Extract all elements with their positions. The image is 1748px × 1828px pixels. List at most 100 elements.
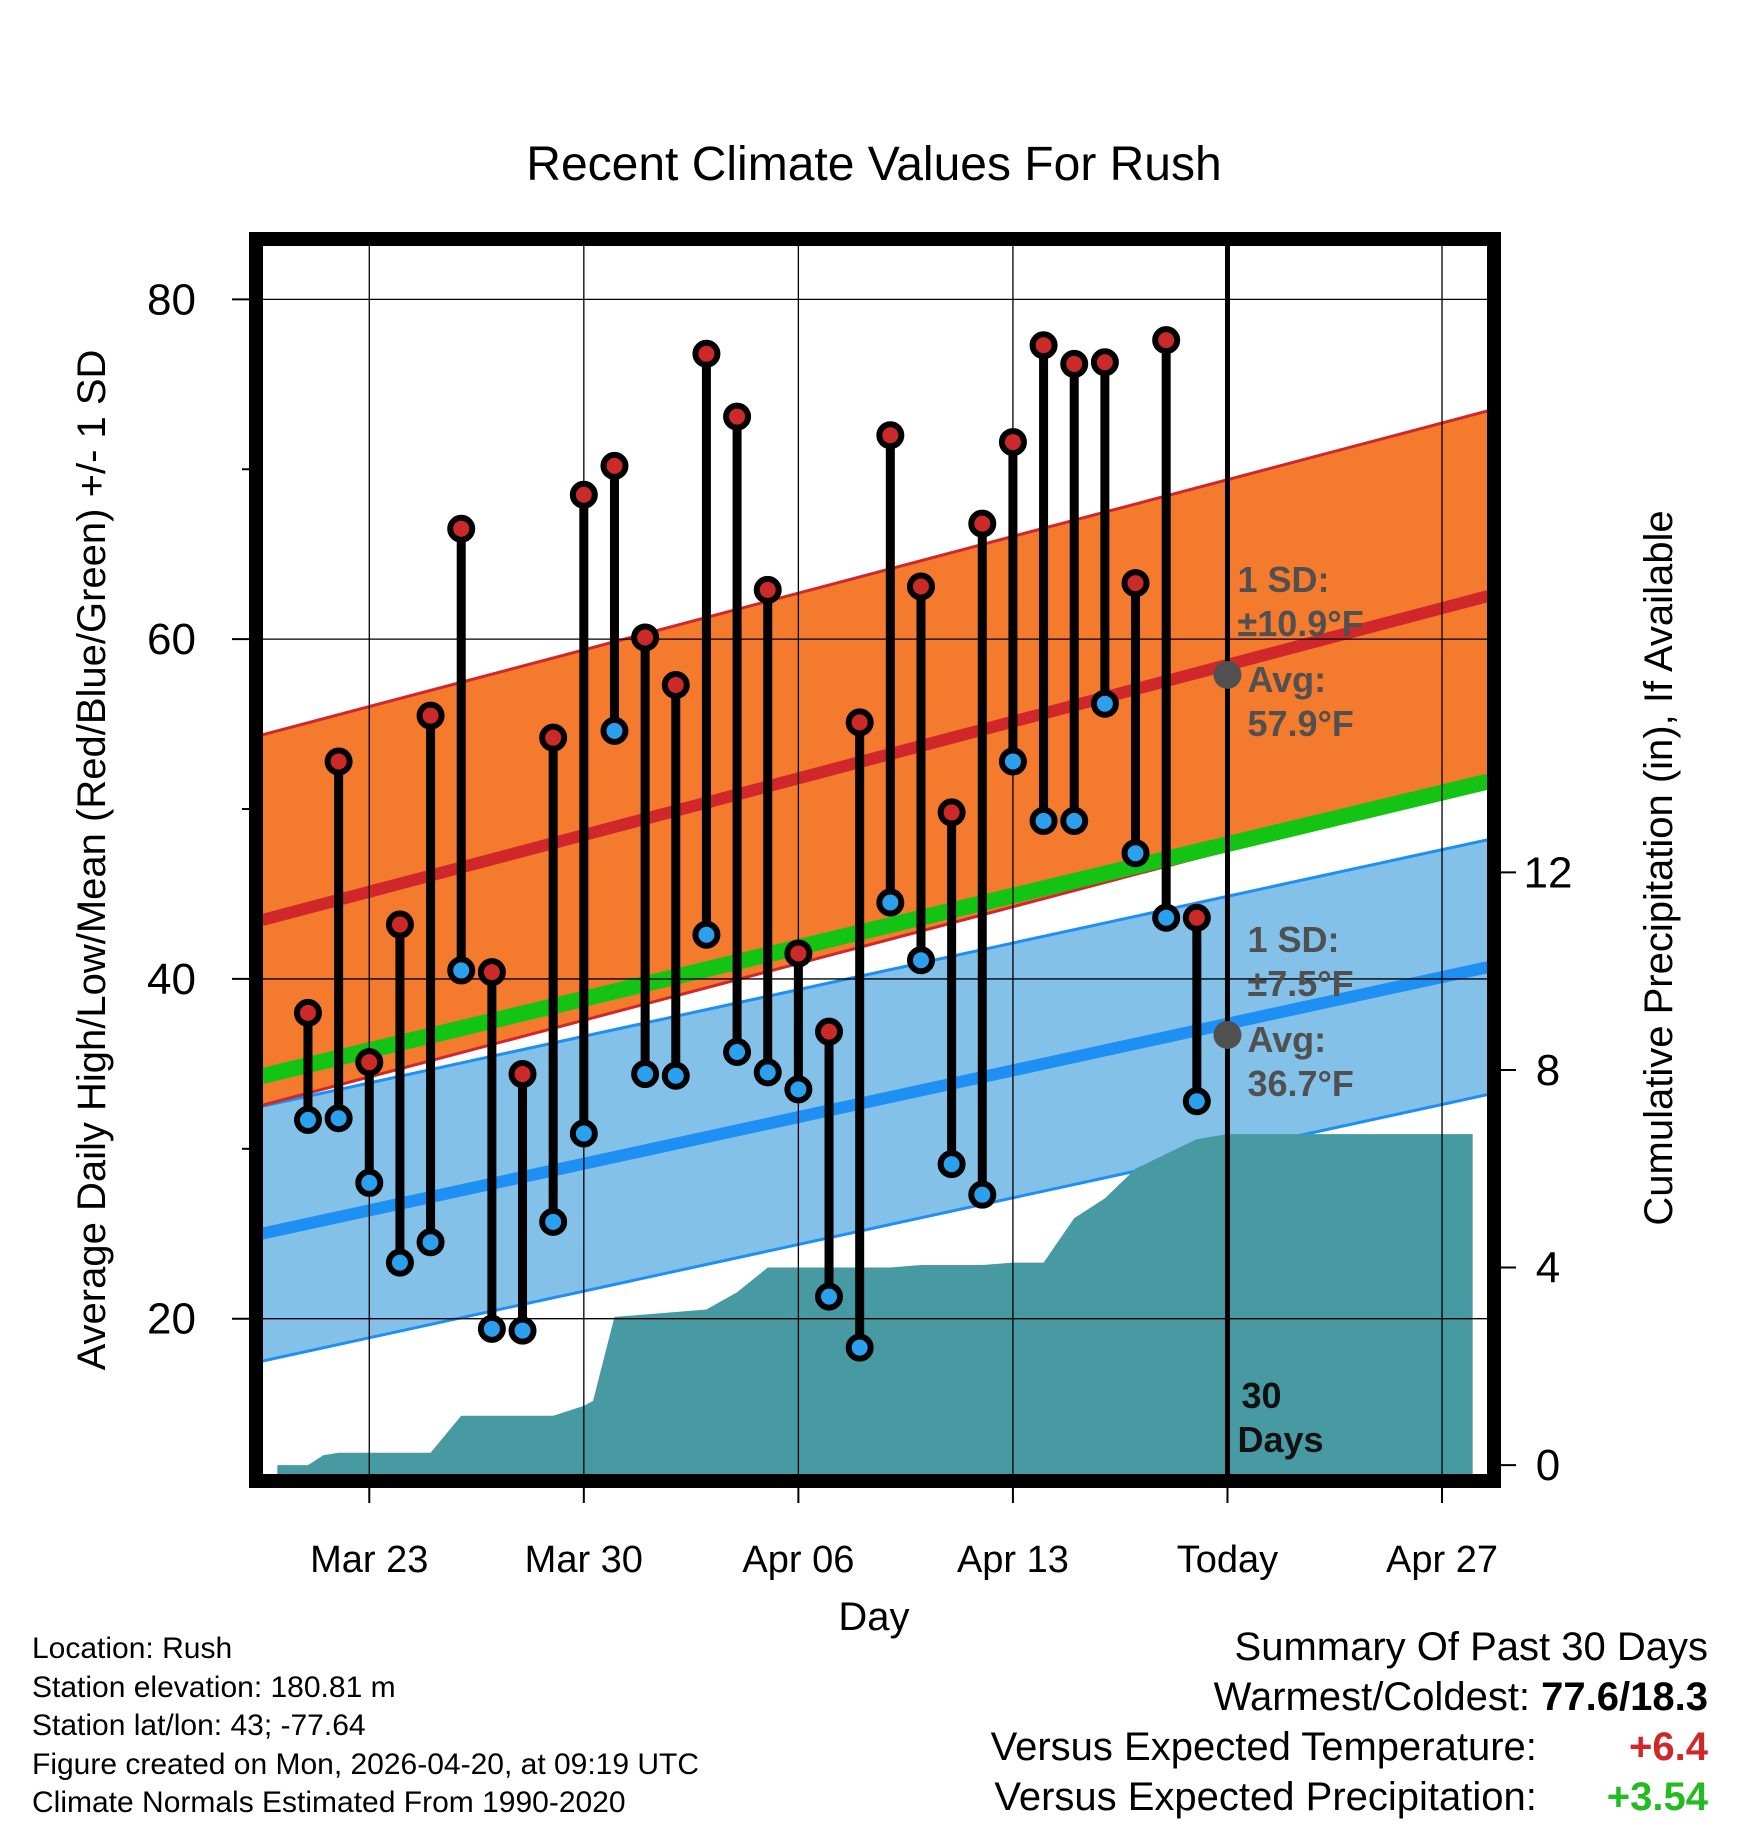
low-point-11 bbox=[600, 716, 629, 745]
low-point-27 bbox=[1090, 689, 1119, 718]
high-point-4 bbox=[385, 910, 414, 939]
low-avg-value: 36.7°F bbox=[1247, 1063, 1353, 1104]
days-word-label: Days bbox=[1237, 1419, 1323, 1460]
high-sd-value: ±10.9°F bbox=[1237, 603, 1363, 644]
low-point-16 bbox=[753, 1058, 782, 1087]
precip-label: Versus Expected Precipitation: bbox=[994, 1775, 1537, 1819]
x-axis-label: Day bbox=[838, 1595, 909, 1639]
low-point-20 bbox=[876, 888, 905, 917]
summary-warm-cold: Warmest/Coldest: 77.6/18.3 bbox=[991, 1672, 1708, 1722]
low-point-23 bbox=[968, 1180, 997, 1209]
high-point-20 bbox=[876, 421, 905, 450]
high-point-29 bbox=[1152, 326, 1181, 355]
y2-tick-label-0: 0 bbox=[1536, 1441, 1560, 1490]
high-point-10 bbox=[569, 480, 598, 509]
y-tick-label-2: 60 bbox=[147, 615, 196, 664]
low-point-30 bbox=[1182, 1087, 1211, 1116]
high-avg-marker bbox=[1213, 660, 1242, 689]
low-point-14 bbox=[692, 920, 721, 949]
low-point-28 bbox=[1121, 839, 1150, 868]
x-tick-label-3: Apr 13 bbox=[957, 1539, 1069, 1581]
high-point-22 bbox=[937, 798, 966, 827]
high-point-8 bbox=[508, 1060, 537, 1089]
low-point-8 bbox=[508, 1316, 537, 1345]
high-point-26 bbox=[1060, 349, 1089, 378]
high-point-3 bbox=[355, 1048, 384, 1077]
low-point-2 bbox=[324, 1104, 353, 1133]
summary-title: Summary Of Past 30 Days bbox=[1234, 1625, 1708, 1669]
low-point-4 bbox=[385, 1248, 414, 1277]
low-sd-label: 1 SD: bbox=[1247, 919, 1339, 960]
y-tick-label-1: 40 bbox=[147, 955, 196, 1004]
low-point-12 bbox=[631, 1060, 660, 1089]
low-point-17 bbox=[784, 1075, 813, 1104]
high-point-13 bbox=[661, 671, 690, 700]
low-point-29 bbox=[1152, 903, 1181, 932]
high-point-23 bbox=[968, 509, 997, 538]
precip-area bbox=[277, 1134, 1473, 1475]
x-tick-label-0: Mar 23 bbox=[310, 1539, 428, 1581]
temp-label: Versus Expected Temperature: bbox=[990, 1725, 1537, 1769]
high-point-17 bbox=[784, 939, 813, 968]
chart-title: Recent Climate Values For Rush bbox=[526, 138, 1221, 191]
high-point-21 bbox=[906, 572, 935, 601]
y2-tick-label-2: 8 bbox=[1536, 1046, 1560, 1095]
y2-axis-label: Cumulative Precipitation (in), If Availa… bbox=[1637, 510, 1681, 1225]
x-tick-label-1: Mar 30 bbox=[525, 1539, 643, 1581]
high-point-25 bbox=[1029, 331, 1058, 360]
precip-value: +3.54 bbox=[1606, 1775, 1708, 1819]
x-tick-label-4: Today bbox=[1177, 1539, 1278, 1581]
high-point-30 bbox=[1182, 903, 1211, 932]
high-avg-value: 57.9°F bbox=[1247, 703, 1353, 744]
low-point-25 bbox=[1029, 806, 1058, 835]
high-point-16 bbox=[753, 575, 782, 604]
station-info: Location: Rush Station elevation: 180.81… bbox=[32, 1630, 699, 1823]
high-point-7 bbox=[477, 958, 506, 987]
warm-cold-value: 77.6/18.3 bbox=[1541, 1675, 1708, 1719]
high-point-27 bbox=[1090, 348, 1119, 377]
high-point-15 bbox=[723, 402, 752, 431]
low-avg-label: Avg: bbox=[1247, 1019, 1326, 1060]
high-point-14 bbox=[692, 339, 721, 368]
low-point-15 bbox=[723, 1037, 752, 1066]
low-point-6 bbox=[447, 956, 476, 985]
low-point-24 bbox=[998, 747, 1027, 776]
low-point-1 bbox=[293, 1105, 322, 1134]
y2-tick-label-3: 12 bbox=[1524, 848, 1573, 897]
normal-high-line bbox=[262, 590, 1488, 926]
low-avg-marker bbox=[1213, 1020, 1242, 1049]
summary-panel: Summary Of Past 30 Days Warmest/Coldest:… bbox=[991, 1622, 1708, 1822]
high-sd-label: 1 SD: bbox=[1237, 559, 1329, 600]
low-point-10 bbox=[569, 1119, 598, 1148]
y-tick-label-3: 80 bbox=[147, 275, 196, 324]
low-point-19 bbox=[845, 1333, 874, 1362]
low-point-13 bbox=[661, 1061, 690, 1090]
low-point-3 bbox=[355, 1168, 384, 1197]
high-point-1 bbox=[293, 998, 322, 1027]
high-point-18 bbox=[815, 1017, 844, 1046]
high-point-5 bbox=[416, 701, 445, 730]
high-avg-label: Avg: bbox=[1247, 659, 1326, 700]
high-point-12 bbox=[631, 623, 660, 652]
normal-low-line bbox=[262, 961, 1488, 1240]
high-point-24 bbox=[998, 428, 1027, 457]
info-elevation: Station elevation: 180.81 m bbox=[32, 1670, 396, 1704]
x-tick-label-5: Apr 27 bbox=[1386, 1539, 1498, 1581]
x-tick-label-2: Apr 06 bbox=[742, 1539, 854, 1581]
info-latlon: Station lat/lon: 43; -77.64 bbox=[32, 1709, 366, 1742]
high-band-upper-edge bbox=[262, 409, 1488, 737]
high-point-9 bbox=[539, 723, 568, 752]
summary-precip: Versus Expected Precipitation: +3.54 bbox=[991, 1772, 1708, 1822]
high-point-2 bbox=[324, 747, 353, 776]
high-point-6 bbox=[447, 514, 476, 543]
days-count-label: 30 bbox=[1241, 1375, 1281, 1416]
y-axis-label: Average Daily High/Low/Mean (Red/Blue/Gr… bbox=[70, 350, 114, 1371]
info-location: Location: Rush bbox=[32, 1632, 233, 1665]
high-point-28 bbox=[1121, 569, 1150, 598]
y-tick-label-0: 20 bbox=[147, 1295, 196, 1344]
high-point-11 bbox=[600, 451, 629, 480]
low-point-21 bbox=[906, 946, 935, 975]
plot-frame bbox=[249, 232, 1501, 1488]
low-point-7 bbox=[477, 1314, 506, 1343]
